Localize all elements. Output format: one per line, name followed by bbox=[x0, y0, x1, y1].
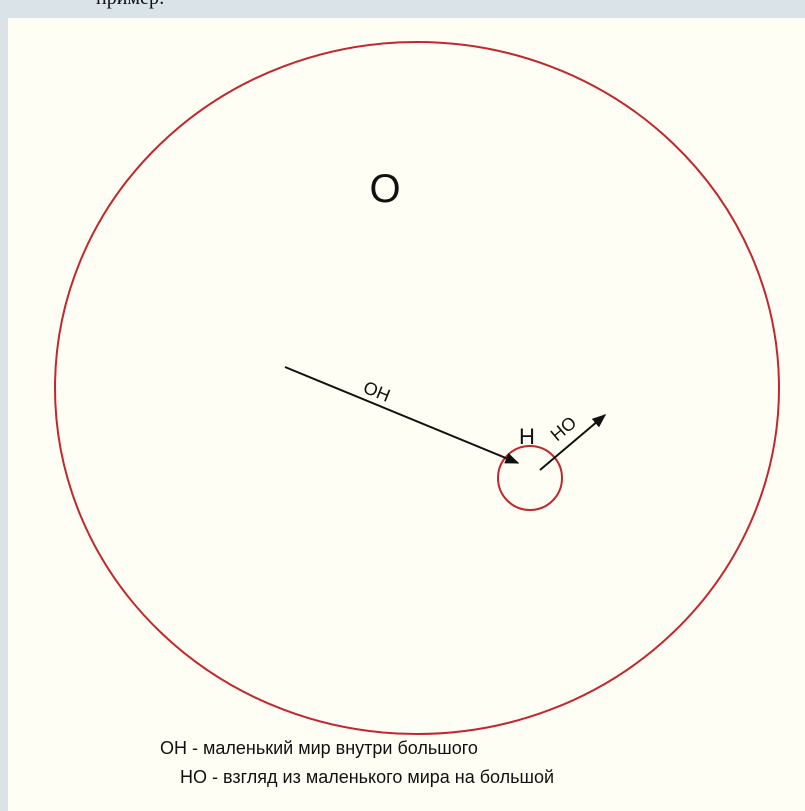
small-circle bbox=[497, 445, 563, 511]
arrow bbox=[539, 414, 607, 471]
image-area bbox=[8, 18, 805, 811]
arrow bbox=[284, 366, 520, 464]
center-label: О bbox=[369, 167, 400, 211]
legend-line: ОН - маленький мир внутри большого bbox=[160, 738, 478, 758]
big-circle bbox=[54, 41, 780, 735]
point-label: Н bbox=[519, 424, 535, 449]
header-text: пример: bbox=[96, 0, 165, 9]
legend-line: НО - взгляд из маленького мира на большо… bbox=[180, 767, 554, 787]
